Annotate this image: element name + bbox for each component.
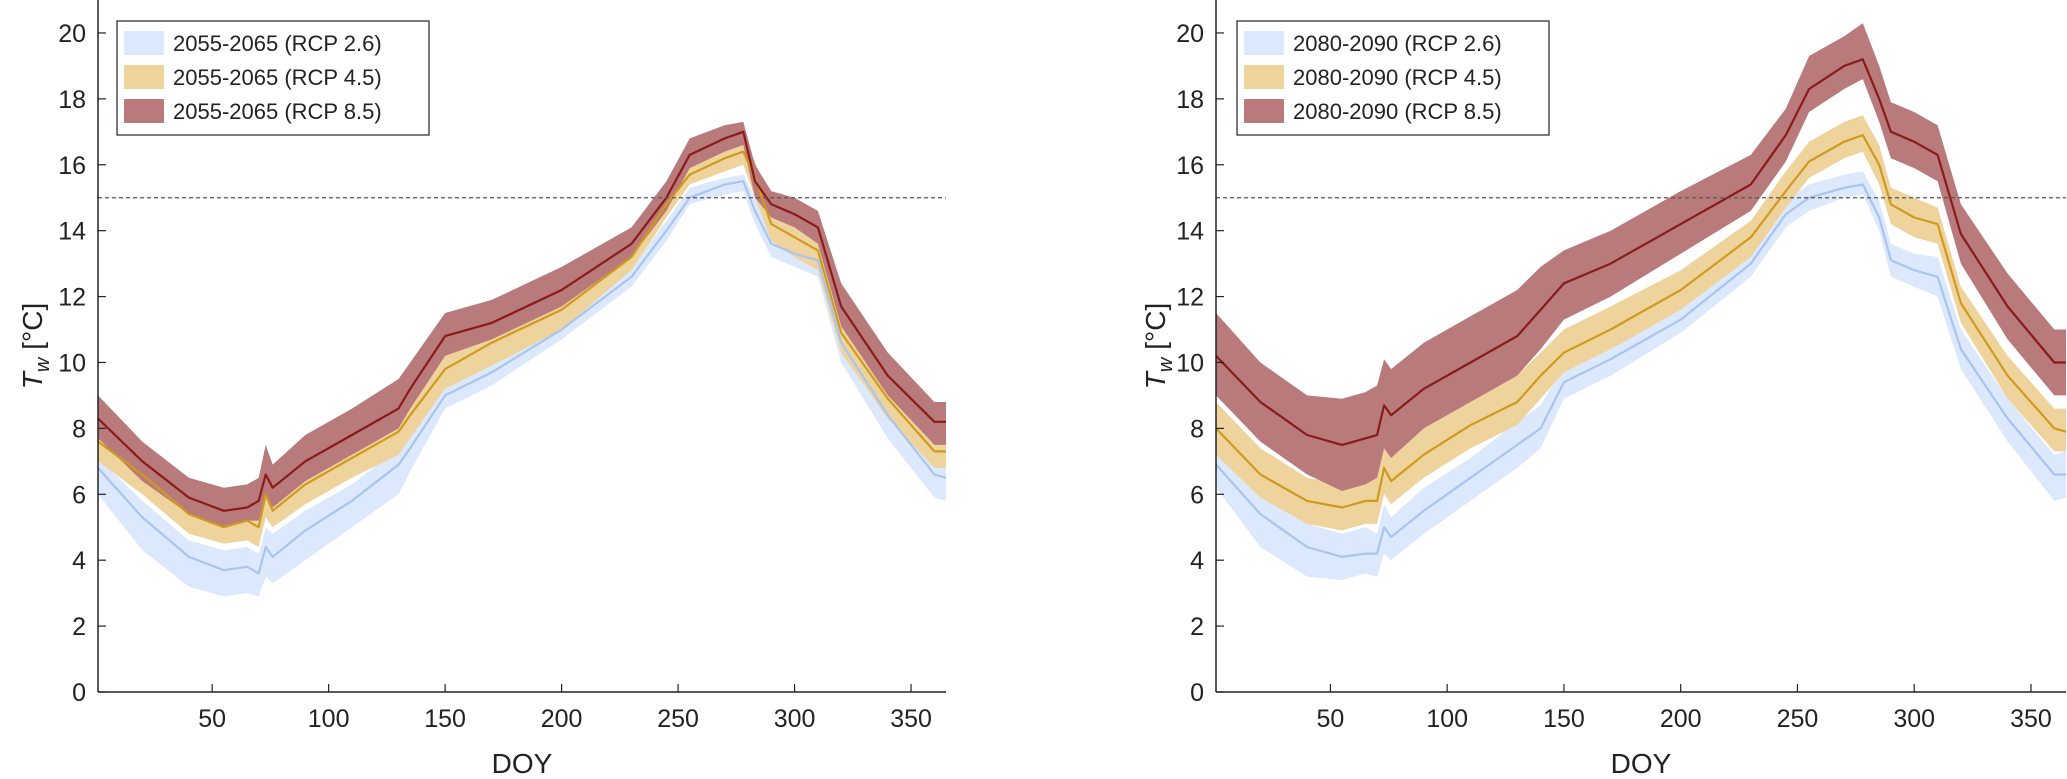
legend-swatch-3 — [124, 99, 164, 123]
y-tick-label-6: 6 — [72, 481, 86, 509]
mean-line-series-3 — [1215, 58, 2066, 446]
y-tick-label-20: 20 — [1176, 20, 1204, 48]
y-axis-label-subscript: w — [32, 356, 54, 372]
band-series-3 — [98, 121, 946, 528]
y-tick-label-18: 18 — [1176, 86, 1204, 114]
legend-swatch-1 — [124, 31, 164, 55]
x-tick-label-100: 100 — [308, 705, 350, 733]
y-tick-label-14: 14 — [1176, 218, 1204, 246]
x-tick-label-300: 300 — [1893, 705, 1935, 733]
y-axis-label: Tw [°C] — [1140, 303, 1177, 390]
mean-lines — [1215, 58, 2067, 559]
x-tick-label-350: 350 — [890, 705, 932, 733]
mean-line-series-2 — [97, 150, 946, 529]
x-tick-label-300: 300 — [774, 705, 816, 733]
y-axis-label-subscript: w — [1155, 356, 1177, 372]
y-tick-label-20: 20 — [58, 20, 86, 48]
y-tick-label-6: 6 — [1190, 481, 1204, 509]
x-tick-label-50: 50 — [198, 705, 226, 733]
x-tick-label-200: 200 — [1660, 705, 1702, 733]
mean-line-series-1 — [1215, 183, 2066, 559]
x-tick-label-350: 350 — [2010, 705, 2052, 733]
y-tick-label-18: 18 — [58, 86, 86, 114]
y-tick-label-10: 10 — [58, 349, 86, 377]
legend-label-1: 2055-2065 (RCP 2.6) — [173, 31, 382, 56]
band-series-1 — [98, 174, 946, 597]
legend-label-2: 2055-2065 (RCP 4.5) — [173, 65, 382, 90]
band-series-2 — [98, 138, 946, 547]
x-tick-label-250: 250 — [657, 705, 699, 733]
y-tick-label-16: 16 — [1176, 152, 1204, 180]
legend-box — [116, 20, 430, 136]
legend: 2080-2090 (RCP 2.6) 2080-2090 (RCP 4.5) 20… — [1236, 20, 1550, 136]
y-tick-label-8: 8 — [72, 415, 86, 443]
x-tick-label-150: 150 — [424, 705, 466, 733]
mean-line-series-1 — [97, 180, 947, 575]
legend-label-2: 2080-2090 (RCP 4.5) — [1293, 65, 1502, 90]
y-tick-label-4: 4 — [1190, 547, 1204, 575]
y-tick-label-14: 14 — [58, 218, 86, 246]
y-tick-label-4: 4 — [72, 547, 86, 575]
legend-box — [1236, 20, 1550, 136]
chart-1: 0 2 4 6 8 10 12 14 16 18 20 50 100 150 200 250 300 350 DOY… — [17, 0, 947, 779]
x-tick-label-150: 150 — [1543, 705, 1585, 733]
mean-line-series-3 — [97, 130, 946, 512]
y-tick-label-2: 2 — [72, 613, 86, 641]
y-tick-label-0: 0 — [72, 679, 86, 707]
bands — [1216, 23, 2066, 580]
y-tick-label-12: 12 — [1176, 284, 1204, 312]
band-series-3 — [1216, 23, 2066, 491]
legend-swatch-3 — [1244, 99, 1284, 123]
x-tick-label-100: 100 — [1426, 705, 1468, 733]
mean-line-series-2 — [1215, 134, 2067, 509]
x-axis-label: DOY — [492, 748, 553, 774]
y-axis-label: Tw [°C] — [17, 303, 54, 390]
y-axis-label-symbol: T — [17, 370, 48, 389]
legend-swatch-2 — [124, 65, 164, 89]
mean-lines — [97, 130, 947, 575]
y-tick-label-12: 12 — [58, 284, 86, 312]
legend-label-3: 2080-2090 (RCP 8.5) — [1293, 99, 1502, 124]
band-series-1 — [1216, 171, 2066, 580]
legend-swatch-1 — [1244, 31, 1284, 55]
chart-2: 0 2 4 6 8 10 12 14 16 18 20 50 100 150 200 250 300 350 DOY… — [1140, 0, 2067, 779]
x-tick-label-200: 200 — [541, 705, 583, 733]
y-tick-label-10: 10 — [1176, 349, 1204, 377]
bands — [98, 121, 946, 597]
band-series-2 — [1216, 115, 2066, 531]
y-axis-label-unit: [°C] — [1140, 303, 1171, 350]
y-axis-label-symbol: T — [1140, 370, 1171, 389]
y-tick-label-8: 8 — [1190, 415, 1204, 443]
y-tick-label-0: 0 — [1190, 679, 1204, 707]
legend-label-1: 2080-2090 (RCP 2.6) — [1293, 31, 1502, 56]
legend: 2055-2065 (RCP 2.6) 2055-2065 (RCP 4.5) 20… — [116, 20, 430, 136]
y-tick-label-16: 16 — [58, 152, 86, 180]
x-tick-label-250: 250 — [1777, 705, 1819, 733]
x-tick-label-50: 50 — [1317, 705, 1345, 733]
y-axis-label-unit: [°C] — [17, 303, 48, 350]
legend-swatch-2 — [1244, 65, 1284, 89]
y-tick-label-2: 2 — [1190, 613, 1204, 641]
x-axis-label: DOY — [1611, 748, 1672, 774]
legend-label-3: 2055-2065 (RCP 8.5) — [173, 99, 382, 124]
